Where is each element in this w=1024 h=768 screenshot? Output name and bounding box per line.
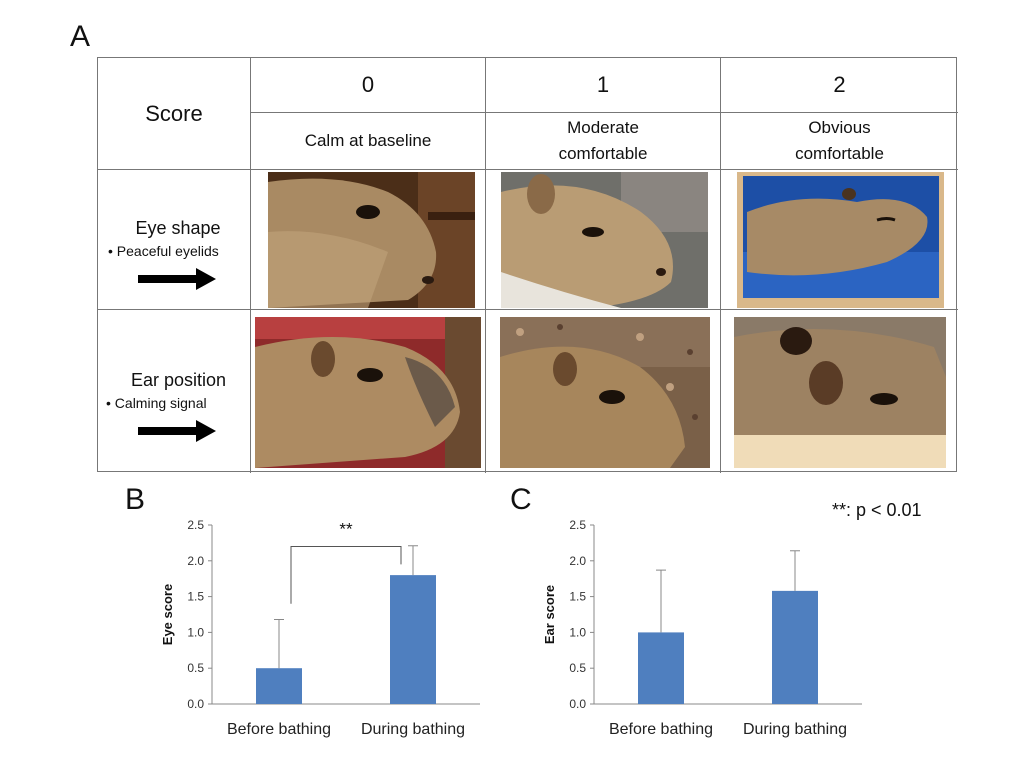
- bar-before-bathing: [256, 668, 302, 704]
- score-header-cell: Score: [98, 58, 251, 170]
- y-tick-label: 1.0: [569, 625, 586, 639]
- significance-note: **: p < 0.01: [832, 500, 922, 520]
- y-tick-label: 2.5: [569, 518, 586, 532]
- x-category-label: Before bathing: [609, 721, 713, 738]
- eye-shape-row-header: Eye shape • Peaceful eyelids: [98, 170, 251, 310]
- capybara-ear-moderate-photo: [500, 317, 710, 468]
- y-tick-label: 0.5: [187, 661, 204, 675]
- capybara-eye-calm-photo: [268, 172, 475, 308]
- ear-score-bar-chart: 0.0 0.5 1.0 1.5 2.0 2.5 Ear score Before bathin…: [542, 518, 862, 738]
- panel-letter-b: B: [125, 483, 146, 516]
- score-col-1-number: 1: [486, 58, 721, 113]
- y-axis-label: Eye score: [160, 584, 175, 645]
- y-tick-label: 2.0: [187, 554, 204, 568]
- score-2-value: 2: [833, 72, 846, 97]
- ear-position-subtitle: • Calming signal: [106, 395, 207, 411]
- score-col-2-desc: Obvious comfortable: [721, 113, 958, 170]
- x-category-label: Before bathing: [227, 721, 331, 738]
- y-tick-label: 2.0: [569, 554, 586, 568]
- score-1-desc-line2: comfortable: [558, 144, 648, 163]
- y-tick-label: 1.5: [569, 590, 586, 604]
- bar-before-bathing: [638, 632, 684, 704]
- capybara-ear-obvious-photo: [734, 317, 946, 468]
- score-header-label: Score: [145, 100, 203, 126]
- score-col-1-desc: Moderate comfortable: [486, 113, 721, 170]
- y-tick-label: 0.5: [569, 661, 586, 675]
- bar-during-bathing: [390, 575, 436, 704]
- capybara-ear-calm-photo: [255, 317, 481, 468]
- eye-score-2-cell: [721, 170, 958, 310]
- score-1-value: 1: [596, 72, 610, 97]
- panel-letter-c: C: [510, 483, 532, 516]
- eye-score-1-cell: [486, 170, 721, 310]
- y-tick-label: 1.0: [187, 625, 204, 639]
- significance-bracket: [290, 545, 402, 604]
- score-1-desc-line1: Moderate: [567, 118, 639, 137]
- score-2-desc-line1: Obvious: [808, 118, 871, 137]
- capybara-eye-obvious-photo: [737, 172, 944, 308]
- y-tick-label: 1.5: [187, 590, 204, 604]
- x-category-label: During bathing: [361, 721, 465, 738]
- x-category-label: During bathing: [743, 721, 847, 738]
- y-tick-label: 2.5: [187, 518, 204, 532]
- right-arrow-icon: [138, 420, 216, 442]
- score-0-value: 0: [361, 72, 375, 97]
- eye-score-0-cell: [251, 170, 486, 310]
- eye-score-bar-chart: 0.0 0.5 1.0 1.5 2.0 2.5 Eye score Before bathin…: [160, 518, 480, 738]
- score-col-0-desc: Calm at baseline: [251, 113, 486, 170]
- score-2-desc-line2: comfortable: [795, 144, 884, 163]
- eye-shape-title: Eye shape: [135, 218, 221, 238]
- right-arrow-icon: [138, 268, 216, 290]
- capybara-eye-moderate-photo: [501, 172, 708, 308]
- significance-marker: **: [339, 519, 353, 538]
- y-tick-label: 0.0: [187, 697, 204, 711]
- ear-position-title: Ear position: [130, 370, 227, 390]
- score-col-2-number: 2: [721, 58, 958, 113]
- score-col-0-number: 0: [251, 58, 486, 113]
- panel-letter-a: A: [70, 20, 91, 53]
- ear-score-1-cell: [486, 310, 721, 473]
- score-table: Score 0 1 2 Calm at baseline Moderate co…: [97, 57, 958, 473]
- ear-position-row-header: Ear position • Calming signal: [98, 310, 251, 473]
- y-axis-label: Ear score: [542, 585, 557, 644]
- score-0-desc-line1: Calm at baseline: [304, 131, 432, 150]
- y-tick-label: 0.0: [569, 697, 586, 711]
- ear-score-0-cell: [251, 310, 486, 473]
- eye-shape-subtitle: • Peaceful eyelids: [108, 243, 219, 259]
- bar-during-bathing: [772, 590, 818, 704]
